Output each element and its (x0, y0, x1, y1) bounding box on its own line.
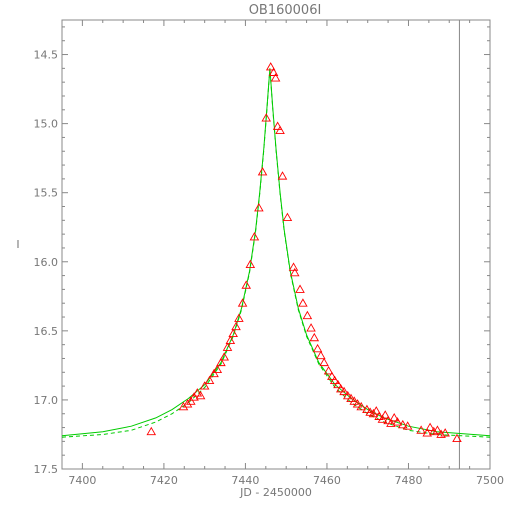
x-tick-label: 7420 (150, 474, 178, 487)
data-point (356, 401, 366, 411)
data-point (392, 417, 403, 426)
data-point (352, 399, 363, 408)
data-point (319, 357, 329, 367)
data-point (275, 125, 285, 134)
x-axis-tick-labels: 7400 7420 7440 7460 7480 7500 (68, 474, 504, 487)
data-point (241, 280, 252, 289)
data-point (216, 357, 226, 367)
y-tick-label: 14.5 (34, 49, 59, 62)
data-point (222, 342, 233, 351)
data-point (452, 433, 462, 443)
data-point (416, 425, 426, 434)
data-point (289, 267, 300, 277)
data-point (261, 113, 271, 122)
data-point (346, 393, 356, 402)
data-point (282, 212, 293, 222)
data-point (245, 259, 256, 268)
data-point (199, 381, 210, 390)
data-point (425, 422, 435, 432)
data-point (272, 121, 283, 130)
data-point (342, 390, 353, 400)
data-point (436, 429, 446, 438)
y-tick-label: 16.0 (34, 256, 59, 269)
data-point (254, 202, 264, 212)
data-point (323, 366, 334, 375)
data-point (225, 335, 236, 344)
y-tick-label: 15.5 (34, 187, 59, 200)
data-point (402, 421, 413, 430)
data-point (212, 364, 223, 373)
x-tick-label: 7440 (231, 474, 259, 487)
y-tick-label: 15.0 (34, 118, 59, 131)
y-tick-label: 16.5 (34, 325, 59, 338)
data-point (327, 371, 337, 380)
y-axis-tick-labels: 14.5 15.0 15.5 16.0 16.5 17.0 17.5 (34, 49, 59, 476)
data-point (362, 404, 372, 414)
data-point (195, 390, 206, 400)
y-tick-label: 17.0 (34, 394, 59, 407)
data-point (268, 67, 279, 76)
data-point (440, 428, 450, 437)
model-curve (61, 68, 491, 437)
data-point (192, 388, 203, 397)
data-point (422, 428, 433, 437)
data-point (182, 399, 193, 408)
x-tick-label: 7500 (476, 474, 504, 487)
data-point (228, 328, 238, 338)
data-point (302, 310, 313, 320)
data-point (374, 411, 384, 420)
data-point (397, 419, 408, 429)
data-point (329, 375, 340, 385)
x-tick-label: 7460 (313, 474, 341, 487)
data-point (178, 401, 189, 411)
data-point (389, 412, 399, 422)
data-point (288, 262, 299, 271)
data-point (377, 414, 388, 423)
data-point (333, 379, 343, 389)
plot-frame (61, 19, 491, 470)
observation-points (146, 62, 462, 443)
data-point (249, 231, 260, 241)
x-tick-label: 7480 (394, 474, 422, 487)
data-point (368, 408, 379, 418)
data-point (219, 352, 230, 361)
model-curve-dashed (61, 68, 491, 438)
data-point (186, 396, 196, 405)
data-point (316, 350, 326, 360)
data-point (189, 392, 199, 401)
data-point (237, 298, 248, 307)
chart-title: OB160006I (249, 3, 322, 18)
data-point (309, 332, 320, 342)
data-point (146, 426, 157, 436)
model-curves (61, 68, 491, 438)
data-point (336, 383, 346, 393)
x-tick-label: 7400 (68, 474, 96, 487)
data-point (298, 298, 308, 307)
data-point (257, 167, 268, 176)
data-point (380, 410, 391, 419)
data-point (270, 73, 281, 82)
data-point (371, 406, 382, 415)
data-point (312, 343, 323, 353)
data-point (231, 321, 241, 331)
y-axis-ticks (62, 26, 490, 470)
data-point (209, 368, 219, 378)
data-point (204, 375, 215, 385)
data-point (432, 425, 443, 434)
x-axis-ticks (81, 20, 491, 469)
data-point (277, 171, 288, 180)
data-point (306, 323, 316, 332)
data-point (265, 62, 276, 71)
data-point (234, 313, 244, 322)
x-axis-label: JD - 2450000 (239, 486, 312, 499)
y-axis-label: I (16, 238, 19, 251)
data-point (428, 426, 439, 436)
data-point (386, 418, 396, 427)
data-point (339, 386, 349, 396)
data-point (295, 284, 305, 293)
data-point (349, 396, 360, 405)
y-tick-label: 17.5 (34, 463, 59, 476)
